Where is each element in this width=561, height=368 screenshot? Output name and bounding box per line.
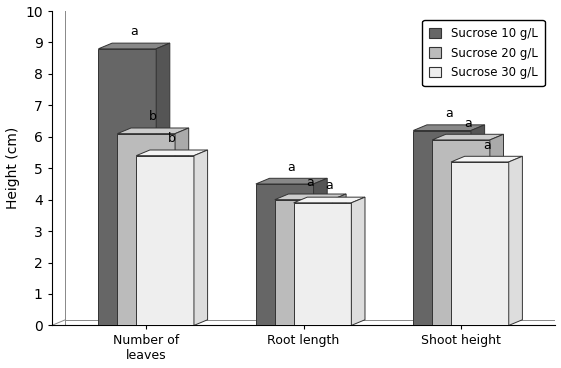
Text: a: a — [130, 25, 138, 38]
Polygon shape — [136, 156, 194, 325]
Polygon shape — [117, 128, 188, 134]
Polygon shape — [451, 156, 522, 162]
Polygon shape — [490, 134, 504, 325]
Polygon shape — [99, 43, 170, 49]
Text: a: a — [483, 139, 490, 152]
Polygon shape — [256, 184, 314, 325]
Text: a: a — [445, 107, 453, 120]
Polygon shape — [432, 134, 504, 140]
Legend: Sucrose 10 g/L, Sucrose 20 g/L, Sucrose 30 g/L: Sucrose 10 g/L, Sucrose 20 g/L, Sucrose … — [422, 20, 545, 86]
Polygon shape — [275, 200, 333, 325]
Text: a: a — [306, 176, 314, 189]
Text: a: a — [464, 117, 472, 130]
Polygon shape — [451, 162, 509, 325]
Polygon shape — [413, 131, 471, 325]
Polygon shape — [194, 150, 208, 325]
Text: b: b — [168, 132, 176, 145]
Polygon shape — [333, 194, 346, 325]
Polygon shape — [293, 203, 351, 325]
Text: a: a — [325, 180, 333, 192]
Polygon shape — [509, 156, 522, 325]
Polygon shape — [471, 125, 485, 325]
Polygon shape — [351, 197, 365, 325]
Polygon shape — [275, 194, 346, 200]
Polygon shape — [293, 197, 365, 203]
Polygon shape — [432, 140, 490, 325]
Polygon shape — [314, 178, 327, 325]
Polygon shape — [156, 43, 170, 325]
Polygon shape — [175, 128, 188, 325]
Polygon shape — [136, 150, 208, 156]
Polygon shape — [256, 178, 327, 184]
Y-axis label: Height (cm): Height (cm) — [6, 127, 20, 209]
Polygon shape — [117, 134, 175, 325]
Text: b: b — [149, 110, 157, 123]
Polygon shape — [99, 49, 156, 325]
Polygon shape — [413, 125, 485, 131]
Text: a: a — [288, 160, 296, 174]
